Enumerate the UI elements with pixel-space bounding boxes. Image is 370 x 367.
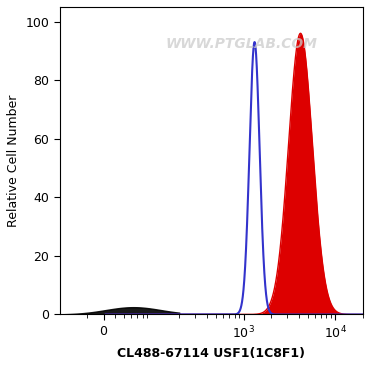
X-axis label: CL488-67114 USF1(1C8F1): CL488-67114 USF1(1C8F1) bbox=[117, 347, 305, 360]
Y-axis label: Relative Cell Number: Relative Cell Number bbox=[7, 95, 20, 227]
Text: WWW.PTGLAB.COM: WWW.PTGLAB.COM bbox=[166, 37, 318, 51]
